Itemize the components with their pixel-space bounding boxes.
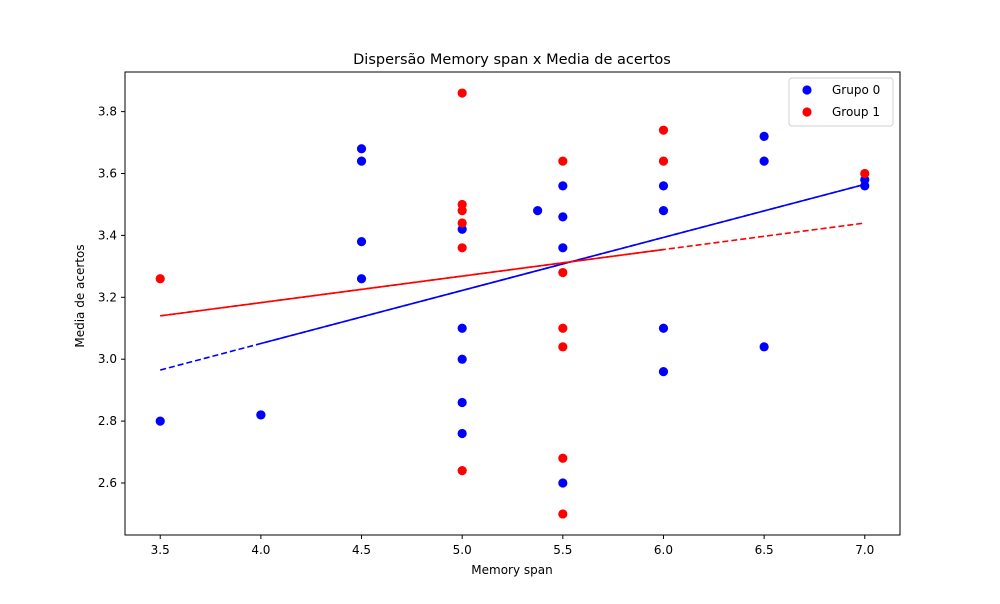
- data-point: [558, 453, 568, 463]
- x-axis-label: Memory span: [471, 563, 552, 577]
- x-tick-label: 6.0: [654, 543, 673, 557]
- data-point: [658, 366, 669, 377]
- data-point: [558, 156, 568, 166]
- legend-label-0: Grupo 0: [832, 83, 880, 97]
- data-point: [658, 323, 669, 333]
- y-tick-label: 3.2: [98, 290, 117, 304]
- data-point: [356, 156, 367, 166]
- legend: Grupo 0 Group 1: [788, 77, 894, 127]
- data-point: [457, 466, 467, 476]
- data-point: [658, 156, 669, 166]
- data-point: [658, 206, 669, 216]
- legend-box: [788, 77, 894, 127]
- series-0-points: [155, 131, 870, 488]
- trend-line-series-0: [260, 183, 865, 345]
- data-point: [457, 88, 467, 98]
- legend-marker-1: [802, 107, 812, 117]
- data-point: [558, 509, 568, 519]
- data-point: [658, 125, 669, 135]
- data-point: [457, 243, 467, 253]
- data-point: [457, 218, 467, 228]
- data-point: [356, 237, 367, 247]
- y-axis-label: Media de acertos: [73, 244, 87, 347]
- data-point: [558, 212, 568, 222]
- x-tick-label: 5.0: [453, 543, 472, 557]
- y-tick-label: 3.8: [98, 105, 117, 119]
- legend-label-1: Group 1: [832, 105, 880, 119]
- data-point: [558, 342, 568, 352]
- y-tick-label: 3.6: [98, 167, 117, 181]
- y-tick-label: 3.0: [98, 352, 117, 366]
- data-point: [558, 323, 568, 333]
- series-1-points: [155, 88, 870, 519]
- data-point: [860, 168, 870, 179]
- data-point: [457, 206, 467, 216]
- x-tick-label: 4.0: [251, 543, 270, 557]
- plot-frame: [124, 71, 901, 536]
- data-point: [558, 181, 568, 191]
- data-point: [155, 416, 165, 426]
- data-point: [860, 181, 870, 191]
- data-point: [558, 478, 568, 488]
- x-tick-label: 6.5: [755, 543, 774, 557]
- data-point: [558, 267, 568, 278]
- trend-line-series-1: [160, 248, 664, 317]
- x-tick-label: 3.5: [151, 543, 170, 557]
- chart-title: Dispersão Memory span x Media de acertos: [353, 52, 671, 68]
- y-tick-label: 3.4: [98, 228, 117, 242]
- data-point: [533, 206, 543, 216]
- data-point: [457, 323, 467, 333]
- data-point: [759, 131, 769, 141]
- data-point: [759, 156, 769, 166]
- data-point: [356, 144, 367, 154]
- data-point: [155, 274, 165, 284]
- legend-marker-0: [802, 85, 812, 95]
- plot-area: [155, 88, 870, 519]
- data-point: [759, 342, 769, 352]
- x-tick-label: 7.0: [855, 543, 874, 557]
- data-point: [457, 428, 467, 439]
- data-point: [658, 181, 669, 191]
- axes: 3.5 4.0 4.5 5.0 5.5 6.0 6.5 7.0 2.6 2.8 3.0 3.2 3.4 3…: [98, 71, 901, 557]
- x-tick-label: 4.5: [352, 543, 371, 557]
- y-tick-label: 2.8: [98, 414, 117, 428]
- x-tick-label: 5.5: [553, 543, 572, 557]
- data-point: [457, 354, 467, 364]
- data-point: [457, 397, 467, 408]
- y-tick-label: 2.6: [98, 476, 117, 490]
- data-point: [256, 410, 266, 420]
- data-point: [356, 274, 367, 284]
- data-point: [558, 243, 568, 253]
